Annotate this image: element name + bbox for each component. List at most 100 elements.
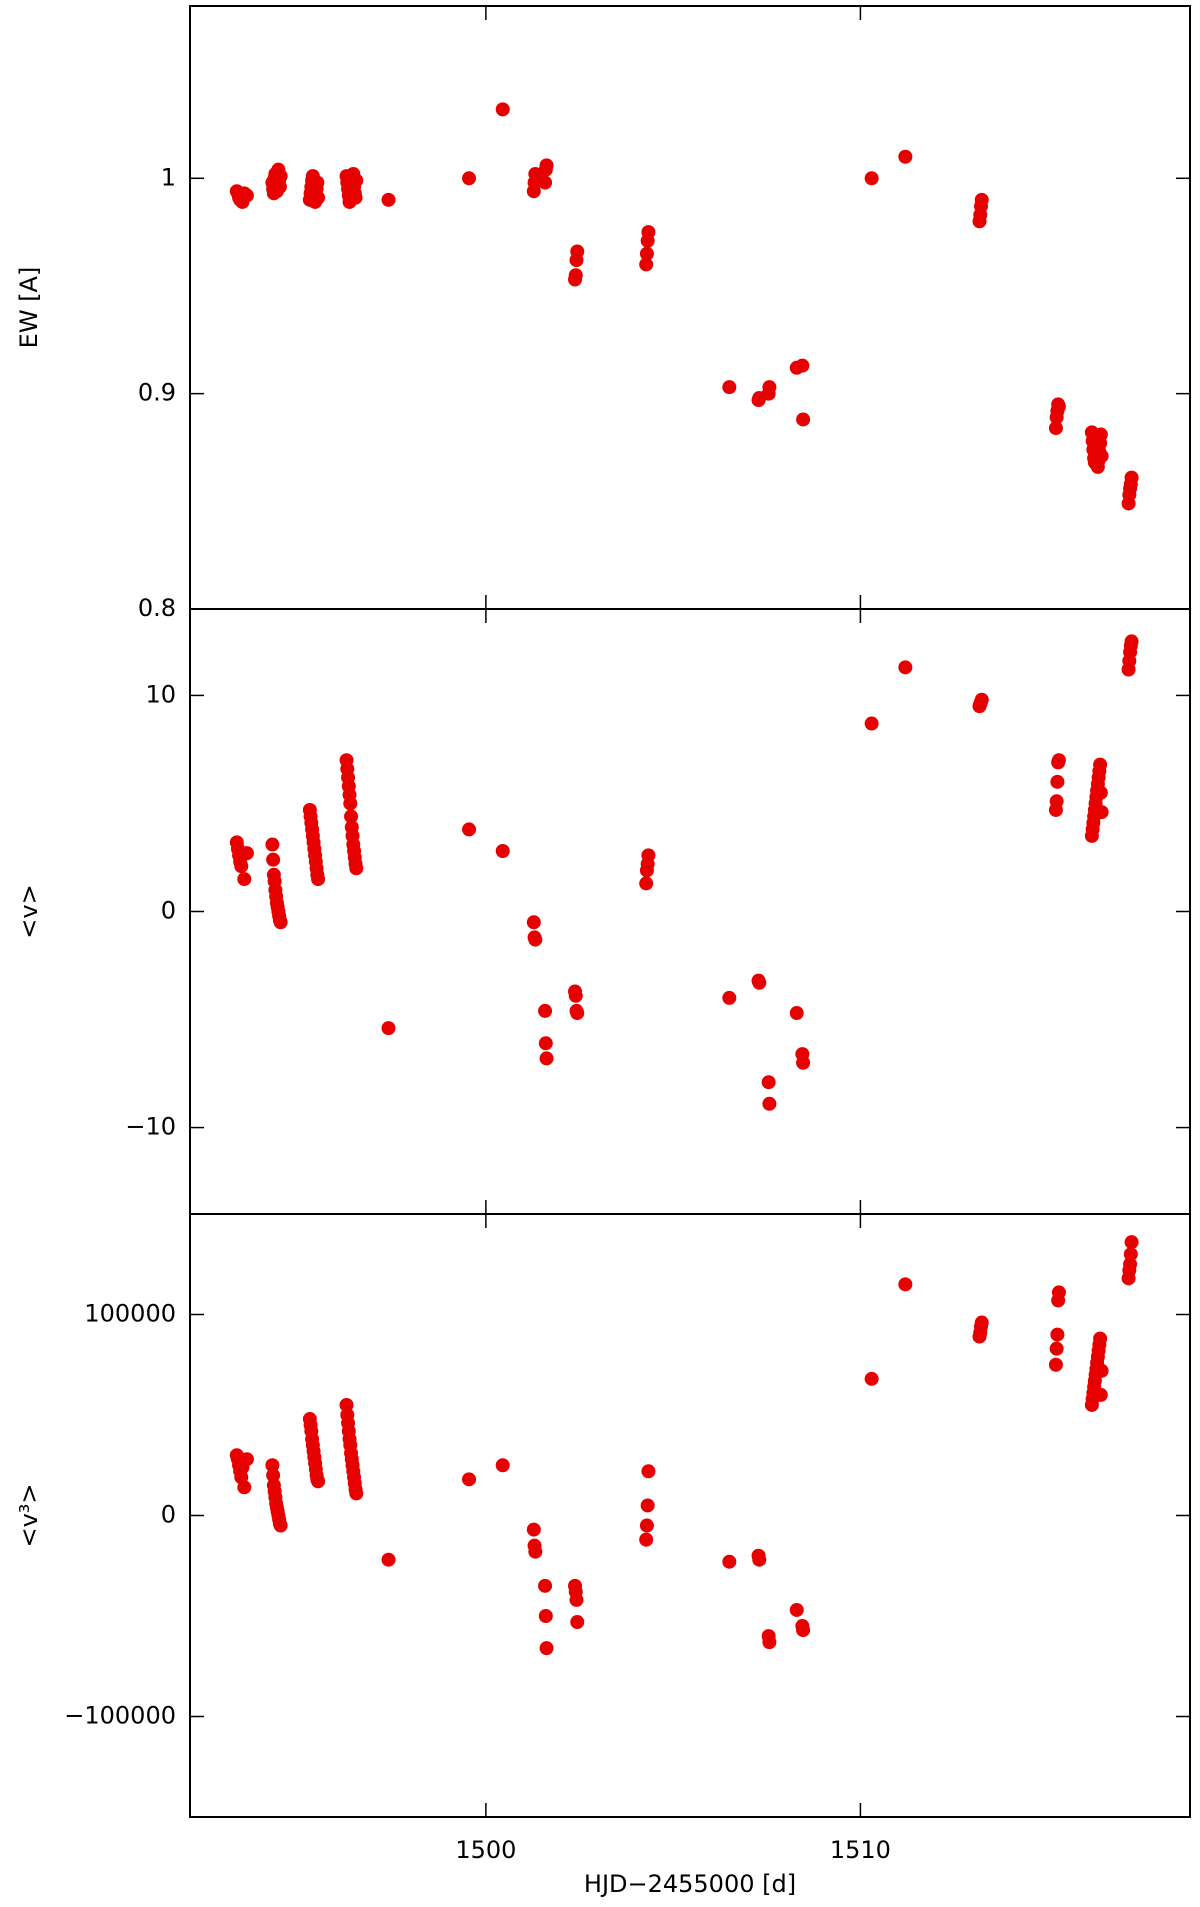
data-point bbox=[1048, 421, 1063, 436]
data-point bbox=[1124, 470, 1139, 485]
data-point bbox=[273, 915, 288, 930]
data-point bbox=[1051, 1285, 1066, 1300]
data-point bbox=[1093, 1387, 1108, 1402]
y-axis-label: <v³> bbox=[15, 1483, 43, 1547]
y-tick-label: −100000 bbox=[64, 1702, 176, 1730]
data-point bbox=[570, 244, 585, 259]
y-axis-label: <v> bbox=[15, 884, 43, 938]
data-point bbox=[339, 1397, 354, 1412]
y-tick-label: 0.8 bbox=[138, 594, 176, 622]
data-point bbox=[265, 837, 280, 852]
data-point bbox=[641, 1464, 656, 1479]
data-point bbox=[237, 1480, 252, 1495]
data-point bbox=[273, 1518, 288, 1533]
data-point bbox=[568, 268, 583, 283]
data-point bbox=[722, 990, 737, 1005]
data-point bbox=[1050, 1327, 1065, 1342]
data-point bbox=[539, 1641, 554, 1656]
data-point bbox=[796, 1623, 811, 1638]
data-point bbox=[568, 988, 583, 1003]
data-point bbox=[495, 844, 510, 858]
data-point bbox=[789, 1602, 804, 1617]
data-point bbox=[974, 692, 989, 707]
data-point bbox=[381, 1552, 396, 1567]
data-point bbox=[1049, 794, 1064, 809]
data-point bbox=[762, 1635, 777, 1650]
data-point bbox=[539, 158, 554, 173]
data-point bbox=[1049, 1341, 1064, 1356]
data-point bbox=[898, 660, 913, 675]
data-point bbox=[639, 876, 654, 891]
y-axis-label: EW [A] bbox=[15, 267, 43, 349]
data-point bbox=[1123, 1247, 1138, 1262]
data-point bbox=[239, 1452, 254, 1467]
data-point bbox=[570, 1006, 585, 1021]
data-point bbox=[1093, 785, 1108, 800]
x-tick-label: 1500 bbox=[455, 1836, 516, 1864]
data-point bbox=[639, 1518, 654, 1533]
data-point bbox=[640, 1498, 655, 1513]
data-point bbox=[796, 1055, 811, 1070]
data-point bbox=[538, 175, 553, 190]
data-point bbox=[381, 192, 396, 207]
data-point bbox=[528, 932, 543, 947]
data-point bbox=[237, 872, 252, 887]
data-point bbox=[1050, 774, 1065, 789]
data-point bbox=[722, 380, 737, 395]
data-point bbox=[349, 1486, 364, 1501]
data-point bbox=[265, 1458, 280, 1473]
y-tick-label: 0 bbox=[161, 1501, 176, 1529]
data-point bbox=[526, 915, 541, 930]
data-point bbox=[239, 846, 254, 861]
data-point bbox=[762, 380, 777, 395]
data-point bbox=[234, 859, 249, 874]
data-point bbox=[1048, 1357, 1063, 1372]
data-point bbox=[311, 190, 326, 205]
data-point bbox=[381, 1021, 396, 1036]
data-point bbox=[1093, 1331, 1108, 1346]
data-point bbox=[1093, 757, 1108, 772]
data-point bbox=[348, 190, 363, 205]
y-tick-label: 0 bbox=[161, 897, 176, 925]
data-point bbox=[795, 358, 810, 373]
data-point bbox=[1124, 634, 1139, 649]
data-point bbox=[1094, 1363, 1109, 1378]
data-point bbox=[761, 1075, 776, 1090]
data-point bbox=[538, 1036, 553, 1051]
data-point bbox=[722, 1554, 737, 1569]
data-point bbox=[1094, 805, 1109, 820]
data-point bbox=[495, 102, 510, 117]
data-point bbox=[343, 796, 358, 811]
y-tick-label: 100000 bbox=[84, 1300, 176, 1328]
panel-frame bbox=[189, 1213, 1191, 1818]
data-point bbox=[1094, 449, 1109, 464]
data-point bbox=[344, 809, 359, 824]
data-point bbox=[752, 975, 767, 990]
panel-frame bbox=[189, 5, 1191, 610]
data-point bbox=[349, 173, 364, 188]
data-point bbox=[762, 1096, 777, 1111]
data-point bbox=[1051, 753, 1066, 768]
data-point bbox=[462, 822, 477, 837]
data-point bbox=[495, 1458, 510, 1473]
data-point bbox=[528, 1544, 543, 1559]
data-point bbox=[538, 1578, 553, 1593]
data-point bbox=[462, 171, 477, 186]
data-point bbox=[266, 1468, 281, 1483]
data-point bbox=[349, 861, 364, 876]
data-point bbox=[974, 192, 989, 207]
data-point bbox=[570, 1615, 585, 1630]
y-tick-label: 1 bbox=[161, 163, 176, 191]
data-point bbox=[538, 1609, 553, 1623]
data-point bbox=[974, 1315, 989, 1330]
data-point bbox=[639, 257, 654, 272]
data-point bbox=[1051, 399, 1066, 414]
data-point bbox=[864, 716, 879, 731]
data-point bbox=[1123, 1257, 1138, 1272]
y-tick-label: 10 bbox=[145, 680, 176, 708]
data-point bbox=[864, 171, 879, 186]
data-point bbox=[796, 412, 811, 427]
data-point bbox=[310, 175, 325, 190]
data-point bbox=[641, 225, 656, 240]
